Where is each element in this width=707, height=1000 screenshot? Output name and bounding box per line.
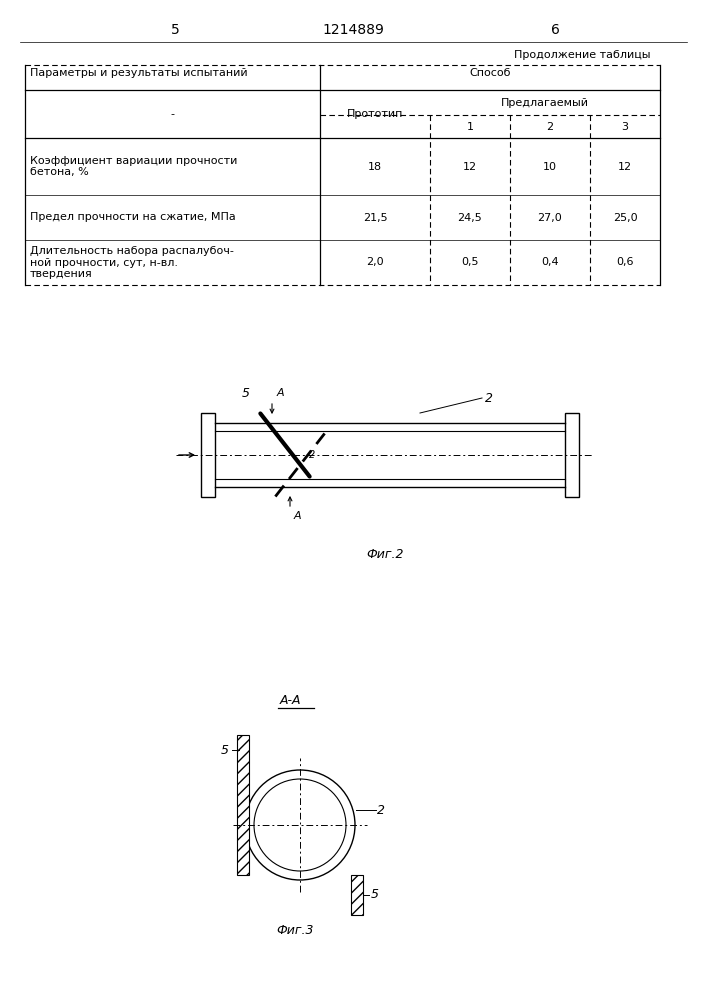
- Text: Предлагаемый: Предлагаемый: [501, 98, 589, 107]
- Text: 3: 3: [621, 121, 629, 131]
- Text: Способ: Способ: [469, 68, 510, 79]
- Text: А: А: [277, 388, 285, 398]
- Text: 0,5: 0,5: [461, 257, 479, 267]
- Text: 2: 2: [309, 450, 315, 460]
- Text: 18: 18: [368, 161, 382, 172]
- Text: 5: 5: [241, 387, 250, 400]
- Text: твердения: твердения: [30, 269, 93, 279]
- Text: 6: 6: [551, 23, 559, 37]
- Text: ной прочности, сут, н-вл.: ной прочности, сут, н-вл.: [30, 257, 178, 267]
- Text: 25,0: 25,0: [613, 213, 637, 223]
- Text: А: А: [294, 511, 302, 521]
- Text: 5: 5: [221, 744, 229, 756]
- Text: 2: 2: [485, 391, 493, 404]
- Text: 0,4: 0,4: [541, 257, 559, 267]
- Text: Прототип: Прототип: [347, 109, 403, 119]
- Text: Фиг.3: Фиг.3: [276, 924, 314, 936]
- Text: Длительность набора распалубоч-: Длительность набора распалубоч-: [30, 246, 234, 256]
- Text: 12: 12: [463, 161, 477, 172]
- Text: 0,6: 0,6: [617, 257, 633, 267]
- Text: Параметры и результаты испытаний: Параметры и результаты испытаний: [30, 68, 247, 79]
- Text: 2: 2: [547, 121, 554, 131]
- Text: Фиг.2: Фиг.2: [366, 548, 404, 562]
- Text: 12: 12: [618, 161, 632, 172]
- Text: А-А: А-А: [279, 694, 300, 706]
- Text: 10: 10: [543, 161, 557, 172]
- Text: 21,5: 21,5: [363, 213, 387, 223]
- Text: 24,5: 24,5: [457, 213, 482, 223]
- Polygon shape: [351, 875, 363, 915]
- Text: бетона, %: бетона, %: [30, 167, 89, 177]
- Text: -: -: [170, 109, 175, 119]
- Text: 27,0: 27,0: [537, 213, 562, 223]
- Text: 1214889: 1214889: [322, 23, 384, 37]
- Text: 1: 1: [467, 121, 474, 131]
- Text: 2: 2: [377, 804, 385, 816]
- Text: Продолжение таблицы: Продолжение таблицы: [513, 50, 650, 60]
- Text: Предел прочности на сжатие, МПа: Предел прочности на сжатие, МПа: [30, 213, 235, 223]
- Text: 5: 5: [371, 888, 379, 902]
- Text: 2,0: 2,0: [366, 257, 384, 267]
- Text: 5: 5: [170, 23, 180, 37]
- Polygon shape: [237, 735, 249, 875]
- Text: Коэффициент вариации прочности: Коэффициент вариации прочности: [30, 156, 238, 166]
